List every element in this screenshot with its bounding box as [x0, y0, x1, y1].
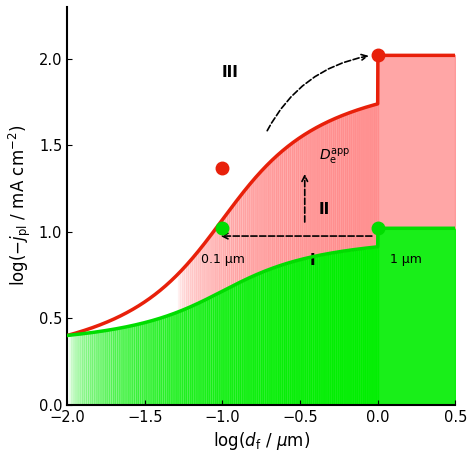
Y-axis label: $\log(-j_\mathrm{pl}\ /\ \mathrm{mA\ cm^{-2}})$: $\log(-j_\mathrm{pl}\ /\ \mathrm{mA\ cm^…	[7, 125, 33, 286]
Text: III: III	[222, 65, 238, 80]
Text: II: II	[319, 202, 330, 217]
Text: 0.1 μm: 0.1 μm	[201, 253, 245, 266]
Text: I: I	[310, 253, 315, 269]
X-axis label: $\log(d_\mathrm{f}\ /\ \mu\mathrm{m})$: $\log(d_\mathrm{f}\ /\ \mu\mathrm{m})$	[213, 430, 310, 452]
Text: 1 μm: 1 μm	[390, 253, 421, 266]
Text: $D_{\mathrm{e}}^{\mathrm{app}}$: $D_{\mathrm{e}}^{\mathrm{app}}$	[319, 147, 350, 168]
